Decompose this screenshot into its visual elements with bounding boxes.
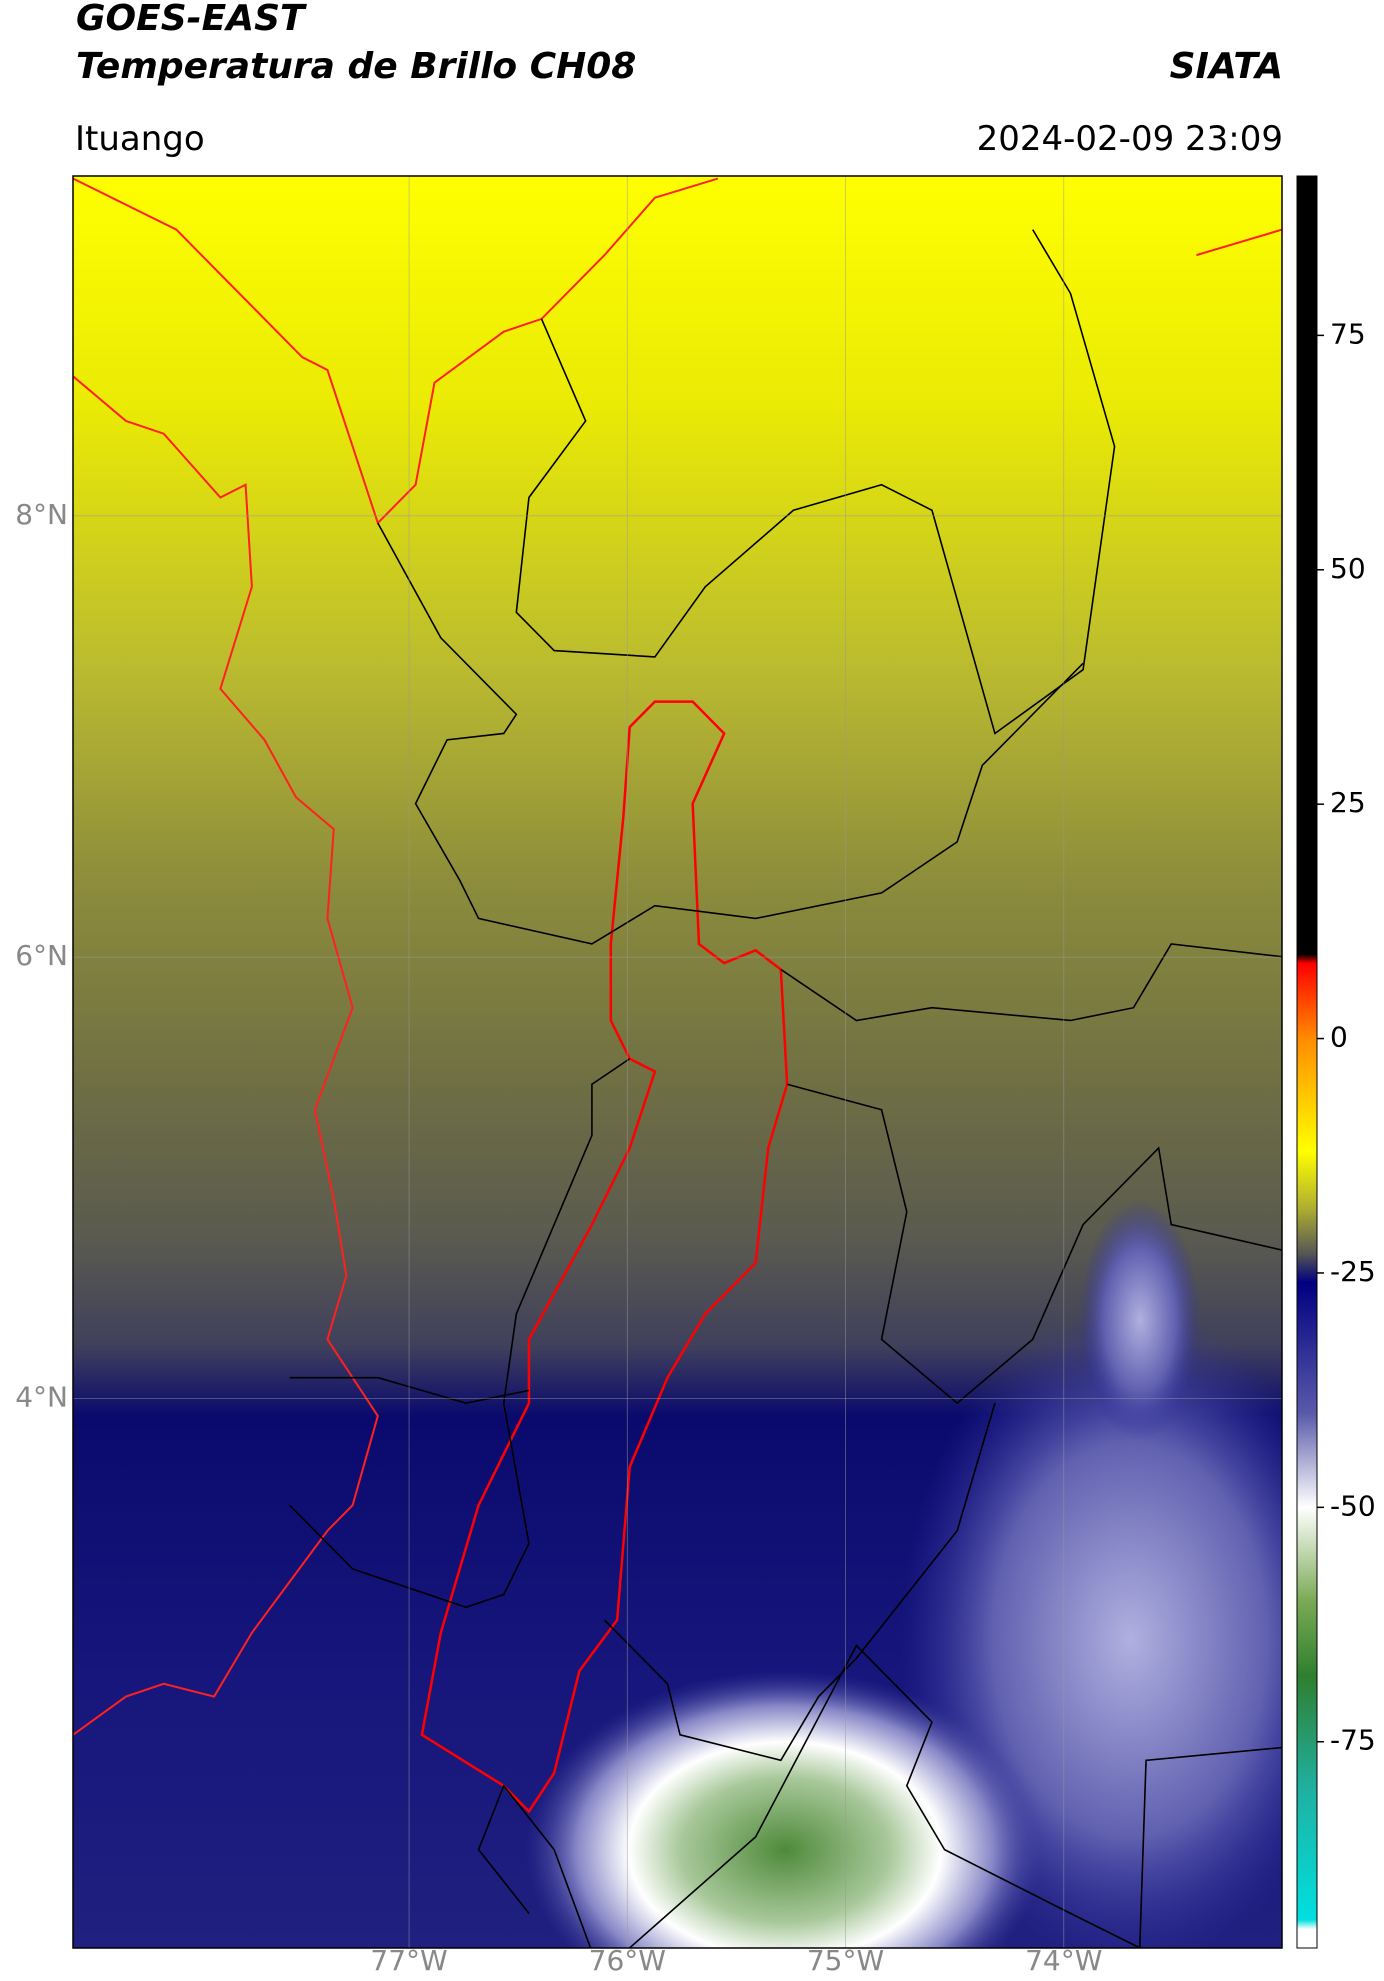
grid <box>73 176 1282 1948</box>
colorbar-tick-label: 0 <box>1330 1021 1348 1054</box>
brand: SIATA <box>1170 46 1283 87</box>
datetime: 2024-02-09 23:09 <box>977 119 1283 159</box>
lat-label: 4°N <box>15 1381 68 1414</box>
colorbar-tick-label: 50 <box>1330 552 1366 585</box>
lon-label: 76°W <box>589 1944 666 1977</box>
colorbar-tick-label: -50 <box>1330 1489 1376 1522</box>
lat-label: 8°N <box>15 498 68 531</box>
colorbar-tick-label: -75 <box>1330 1724 1376 1757</box>
colorbar-tick-label: 75 <box>1330 317 1366 350</box>
title: GOES-EAST <box>76 0 307 39</box>
lon-label: 75°W <box>807 1944 884 1977</box>
lon-label: 74°W <box>1025 1944 1102 1977</box>
title: Temperatura de Brillo CH08 <box>76 46 636 87</box>
lat-label: 6°N <box>15 939 68 972</box>
lon-label: 77°W <box>370 1944 447 1977</box>
location: Ituango <box>75 119 205 159</box>
map-frame <box>72 175 1283 1949</box>
map-image <box>73 176 1282 1948</box>
colorbar-tick-label: -25 <box>1330 1255 1376 1288</box>
colorbar-tick-label: 25 <box>1330 786 1366 819</box>
colorbar <box>1296 175 1318 1949</box>
